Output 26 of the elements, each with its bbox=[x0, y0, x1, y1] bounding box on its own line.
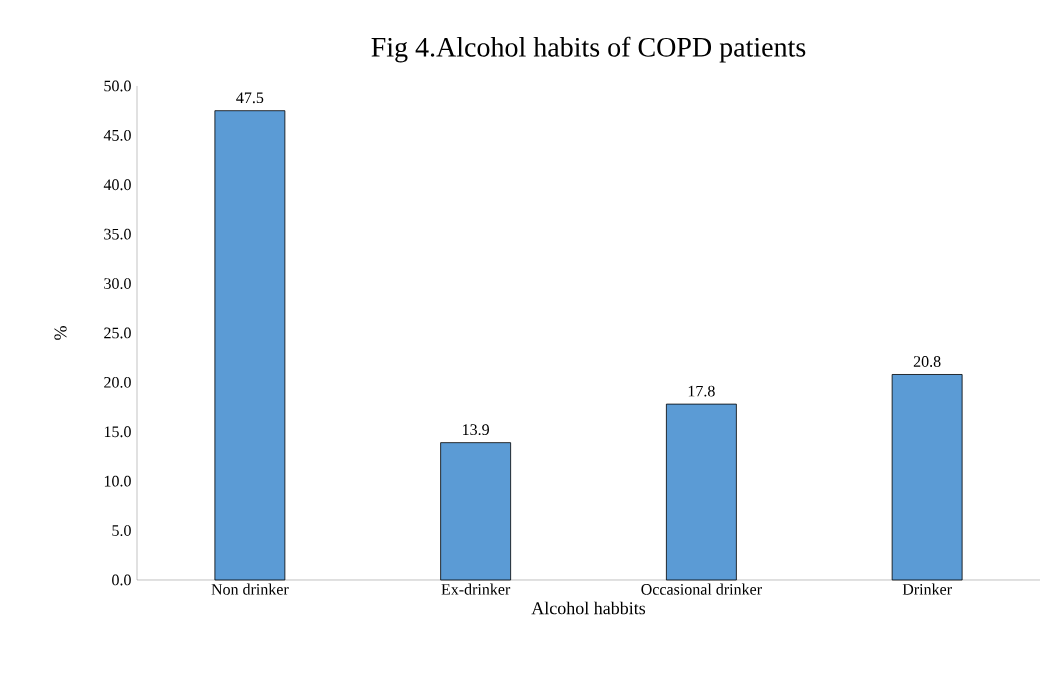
y-tick-label: 50.0 bbox=[104, 80, 131, 92]
y-tick-label: 35.0 bbox=[104, 228, 131, 240]
y-tick-label: 0.0 bbox=[112, 574, 131, 586]
y-tick-label: 40.0 bbox=[103, 179, 131, 191]
y-tick-label: 20.0 bbox=[104, 376, 131, 388]
y-tick-label: 15.0 bbox=[104, 426, 131, 438]
x-tick-label: Non drinker bbox=[211, 583, 289, 595]
chart-title: Fig 4.Alcohol habits of COPD patients bbox=[371, 36, 806, 63]
y-tick-label: 25.0 bbox=[104, 327, 131, 339]
bar bbox=[891, 374, 963, 581]
y-tick-label: 30.0 bbox=[104, 278, 131, 290]
data-label: 20.8 bbox=[913, 356, 941, 367]
y-tick-label: 10.0 bbox=[104, 475, 131, 487]
bar bbox=[214, 110, 286, 581]
bar bbox=[665, 403, 737, 581]
data-label: 17.8 bbox=[688, 385, 715, 397]
data-label: 47.5 bbox=[236, 92, 264, 104]
x-tick-label: Occasional drinker bbox=[641, 583, 762, 595]
x-tick-label: Drinker bbox=[902, 583, 952, 595]
x-axis-title: Alcohol habbits bbox=[531, 601, 646, 615]
y-axis-title: % bbox=[54, 326, 67, 340]
x-tick-label: Ex-drinker bbox=[441, 583, 511, 595]
y-tick-label: 5.0 bbox=[112, 525, 131, 537]
bar bbox=[440, 442, 512, 581]
y-tick-label: 45.0 bbox=[103, 129, 131, 141]
data-label: 13.9 bbox=[463, 424, 489, 436]
